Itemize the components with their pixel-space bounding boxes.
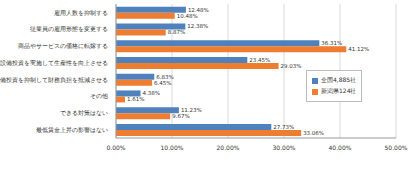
svg-text:6.45%: 6.45% bbox=[154, 80, 171, 86]
svg-text:10.00%: 10.00% bbox=[161, 144, 184, 151]
svg-text:30.00%: 30.00% bbox=[273, 144, 296, 151]
svg-text:できる対策はない: できる対策はない bbox=[60, 109, 108, 117]
svg-text:6.83%: 6.83% bbox=[156, 73, 174, 80]
svg-text:商品やサービスの価格に転嫁する: 商品やサービスの価格に転嫁する bbox=[18, 42, 108, 50]
svg-text:27.73%: 27.73% bbox=[273, 124, 294, 130]
svg-text:23.45%: 23.45% bbox=[249, 57, 270, 63]
svg-text:11.23%: 11.23% bbox=[180, 107, 202, 114]
svg-text:雇用人数を抑制する: 雇用人数を抑制する bbox=[54, 9, 108, 17]
svg-text:29.03%: 29.03% bbox=[281, 63, 302, 69]
html-text:新潟県124社: 新潟県124社 bbox=[321, 87, 357, 94]
svg-text:41.12%: 41.12% bbox=[348, 46, 369, 52]
svg-text:4.38%: 4.38% bbox=[143, 90, 160, 96]
svg-text:33.06%: 33.06% bbox=[303, 130, 324, 136]
svg-text:10.48%: 10.48% bbox=[177, 13, 198, 19]
svg-text:8.87%: 8.87% bbox=[168, 29, 185, 35]
svg-text:12.48%: 12.48% bbox=[187, 6, 209, 13]
svg-text:36.31%: 36.31% bbox=[321, 40, 342, 46]
svg-text:1.61%: 1.61% bbox=[127, 96, 144, 102]
svg-text:0.00%: 0.00% bbox=[106, 144, 125, 151]
svg-text:設備投資を実施して生産性を向上させる: 設備投資を実施して生産性を向上させる bbox=[8, 59, 108, 67]
svg-text:従業員の雇用形態を変更する: 従業員の雇用形態を変更する bbox=[30, 25, 108, 33]
svg-text:9.67%: 9.67% bbox=[172, 113, 189, 119]
html-text:全国4,885社: 全国4,885社 bbox=[321, 76, 357, 83]
svg-text:50.00%: 50.00% bbox=[385, 144, 402, 151]
svg-text:設備投資を抑制して財務負担を抵減させる: 設備投資を抑制して財務負担を抵減させる bbox=[8, 76, 108, 84]
svg-text:その他: その他 bbox=[90, 92, 108, 100]
svg-text:40.00%: 40.00% bbox=[329, 144, 352, 151]
svg-text:12.38%: 12.38% bbox=[187, 23, 208, 29]
svg-text:最低賃金上昇の影響はない: 最低賃金上昇の影響はない bbox=[36, 126, 108, 134]
svg-text:20.00%: 20.00% bbox=[217, 144, 240, 151]
